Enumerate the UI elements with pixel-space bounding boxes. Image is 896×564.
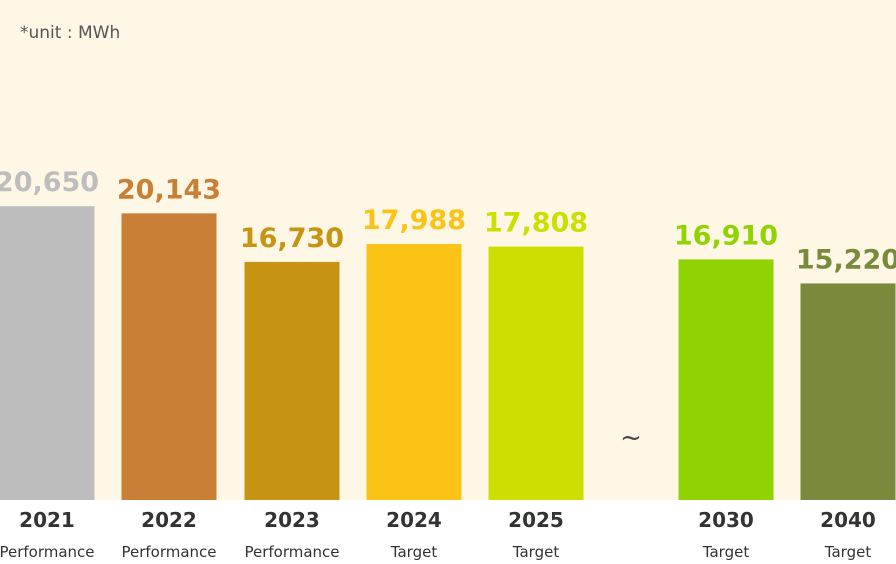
x-sublabel-2030: Target bbox=[702, 543, 750, 561]
x-sublabel-2040: Target bbox=[824, 543, 872, 561]
value-label-2025: 17,808 bbox=[484, 208, 588, 239]
value-label-2021: 20,650 bbox=[0, 167, 99, 198]
x-sublabel-2025: Target bbox=[512, 543, 560, 561]
unit-note: *unit : MWh bbox=[20, 23, 120, 43]
value-label-2030: 16,910 bbox=[674, 220, 778, 251]
x-tick-label-2030: 2030 bbox=[698, 508, 754, 532]
bar-2023 bbox=[244, 261, 340, 500]
axis-gap-marker: ~ bbox=[620, 423, 642, 453]
bar-2040 bbox=[800, 283, 896, 500]
x-tick-label-2023: 2023 bbox=[264, 508, 320, 532]
bars-layer: 20,650 2021 Performance 20,143 2022 Performan… bbox=[0, 167, 896, 561]
x-sublabel-2022: Performance bbox=[121, 543, 216, 561]
x-sublabel-2024: Target bbox=[390, 543, 438, 561]
bar-2021 bbox=[0, 206, 95, 500]
bar-2025 bbox=[488, 246, 584, 500]
bar-2022 bbox=[121, 213, 217, 500]
x-sublabel-2021: Performance bbox=[0, 543, 95, 561]
value-label-2023: 16,730 bbox=[240, 223, 344, 254]
bar-2024 bbox=[366, 244, 462, 500]
value-label-2024: 17,988 bbox=[362, 205, 466, 236]
value-label-2022: 20,143 bbox=[117, 174, 221, 205]
x-tick-label-2024: 2024 bbox=[386, 508, 442, 532]
bar-2030 bbox=[678, 259, 774, 500]
value-label-2040: 15,220 bbox=[796, 244, 896, 275]
x-tick-label-2022: 2022 bbox=[141, 508, 197, 532]
x-tick-label-2021: 2021 bbox=[19, 508, 75, 532]
x-tick-label-2025: 2025 bbox=[508, 508, 564, 532]
x-tick-label-2040: 2040 bbox=[820, 508, 876, 532]
x-sublabel-2023: Performance bbox=[244, 543, 339, 561]
